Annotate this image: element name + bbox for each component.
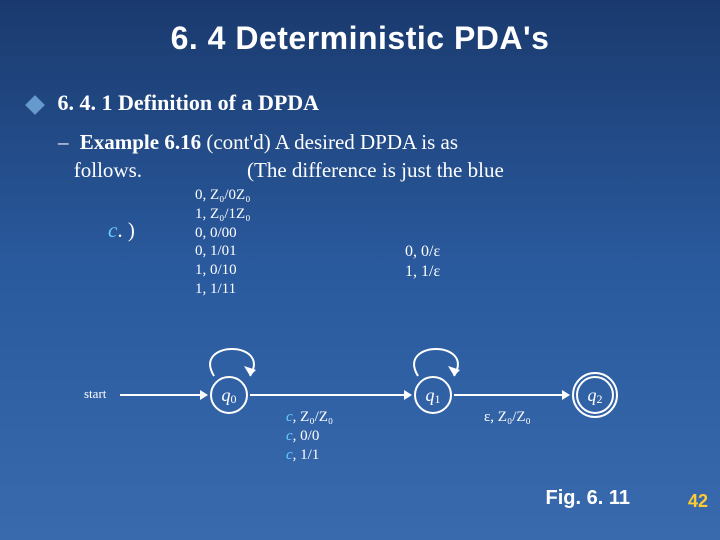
trans-line: 0, Z₀/0Z₀: [195, 186, 250, 205]
edge-line: c, Z₀/Z₀: [286, 408, 333, 427]
edge-q0-q1-head: [404, 390, 412, 400]
start-arrow-head: [200, 390, 208, 400]
start-arrow: [120, 394, 202, 396]
section-number: 6. 4. 1: [58, 90, 113, 115]
trans-line: 0, 0/00: [195, 224, 250, 243]
bullet-icon: [25, 95, 45, 115]
state-q1: q1: [414, 376, 452, 414]
slide-title: 6. 4 Deterministic PDA's: [0, 0, 720, 57]
section-heading: 6. 4. 1 Definition of a DPDA: [28, 90, 319, 116]
figure-label: Fig. 6. 11: [546, 487, 630, 510]
start-label: start: [84, 386, 106, 402]
trans-line: 1, 1/11: [195, 280, 250, 299]
blue-c-note: c. ): [108, 218, 135, 243]
state-q1-sub: 1: [435, 392, 441, 407]
edge-q1-q2-text: ε, Z₀/Z₀: [484, 409, 531, 425]
trans-line: 0, 1/01: [195, 242, 250, 261]
edge-q1-q2-label: ε, Z₀/Z₀: [484, 408, 531, 427]
body-diff: (The difference is just the blue: [247, 158, 504, 182]
q0-self-transitions: 0, Z₀/0Z₀ 1, Z₀/1Z₀ 0, 0/00 0, 1/01 1, 0…: [195, 186, 250, 299]
trans-line: 1, Z₀/1Z₀: [195, 205, 250, 224]
edge-q0-q1-label: c, Z₀/Z₀ c, 0/0 c, 1/1: [286, 408, 333, 464]
dash: –: [58, 130, 69, 154]
trans-line: 1, 1/ε: [405, 262, 440, 282]
edge-line: c, 1/1: [286, 446, 333, 465]
state-q2-sub: 2: [597, 392, 603, 407]
body-text: – Example 6.16 (cont'd) A desired DPDA i…: [58, 128, 678, 185]
edge-q1-q2-head: [562, 390, 570, 400]
state-q0-label: q: [222, 385, 231, 406]
q1-self-transitions: 0, 0/ε 1, 1/ε: [405, 242, 440, 282]
q1-self-loop: [396, 300, 476, 380]
state-q0: q0: [210, 376, 248, 414]
q0-self-loop: [192, 300, 272, 380]
trans-line: 1, 0/10: [195, 261, 250, 280]
edge-q0-q1: [250, 394, 406, 396]
page-number: 42: [688, 491, 708, 512]
state-q1-label: q: [426, 385, 435, 406]
blue-c-paren: . ): [117, 218, 135, 242]
edge-line: c, 0/0: [286, 427, 333, 446]
body-follows: follows.: [74, 158, 142, 182]
example-label: Example 6.16: [80, 130, 201, 154]
state-q2-label: q: [588, 385, 597, 406]
state-q2: q2: [576, 376, 614, 414]
body-line1b: (cont'd) A desired DPDA is as: [201, 130, 458, 154]
state-q0-sub: 0: [231, 392, 237, 407]
section-title: Definition of a DPDA: [118, 90, 319, 115]
blue-c-char: c: [108, 218, 117, 242]
edge-q1-q2: [454, 394, 564, 396]
trans-line: 0, 0/ε: [405, 242, 440, 262]
